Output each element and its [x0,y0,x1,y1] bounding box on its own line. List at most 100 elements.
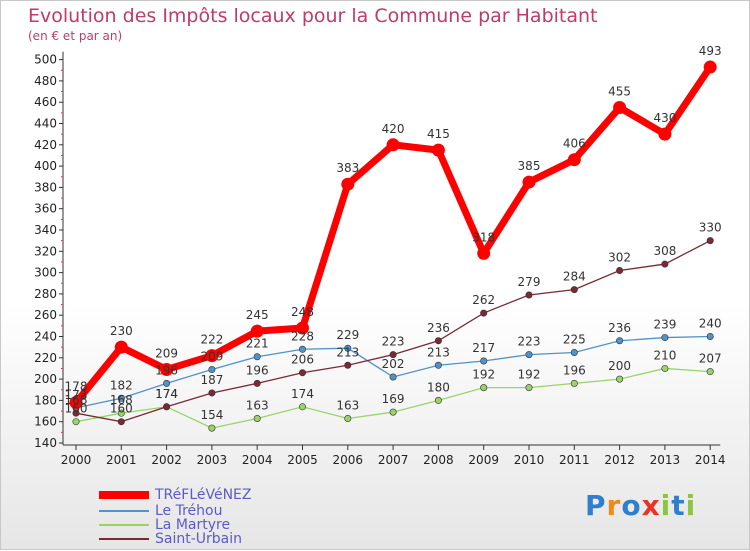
y-tick-label: 320 [34,244,57,258]
logo-letter: r [606,489,622,522]
chart-subtitle: (en € et par an) [28,29,123,43]
x-tick-label: 2005 [287,453,318,467]
legend-item-le-trehou: Le Tréhou [99,503,222,519]
data-label-saint-urbain: 308 [653,244,676,258]
data-point-treflevenez [250,324,264,338]
data-point-le-trehou [389,373,397,381]
data-label-treflevenez: 178 [65,380,88,394]
data-point-treflevenez [703,60,717,74]
x-tick-label: 2000 [61,453,92,467]
data-point-saint-urbain [616,266,624,274]
data-label-le-trehou: 217 [472,341,495,355]
chart-series [69,60,717,432]
data-label-la-martyre: 196 [563,363,586,377]
x-tick-label: 2006 [333,453,364,467]
y-tick-label: 300 [34,266,57,280]
data-label-treflevenez: 406 [563,137,586,151]
chart-data-labels: 173 182 196 209 221 228 229 202 213 217 223 225 236 2… [65,44,722,422]
y-tick-label: 380 [34,180,57,194]
x-tick-label: 2002 [151,453,182,467]
x-tick-label: 2011 [559,453,590,467]
y-tick-label: 280 [34,287,57,301]
data-label-la-martyre: 200 [608,359,631,373]
data-label-saint-urbain: 168 [65,393,88,407]
y-tick-label: 180 [34,393,57,407]
data-label-treflevenez: 420 [382,122,405,136]
data-label-la-martyre: 192 [472,368,495,382]
data-point-la-martyre [72,418,80,426]
data-label-saint-urbain: 206 [291,353,314,367]
data-label-treflevenez: 455 [608,85,631,99]
data-point-le-trehou [434,361,442,369]
legend-label: Le Tréhou [155,503,223,519]
data-label-treflevenez: 230 [110,324,133,338]
data-point-treflevenez [522,175,536,189]
legend-swatch [99,538,149,540]
data-point-treflevenez [160,363,174,377]
data-label-treflevenez: 385 [518,159,541,173]
data-point-treflevenez [69,396,83,410]
data-label-la-martyre: 160 [65,402,88,416]
data-label-treflevenez: 430 [653,111,676,125]
data-label-treflevenez: 415 [427,127,450,141]
logo-letter: i [660,489,672,522]
data-point-le-trehou [163,379,171,387]
data-point-le-trehou [706,332,714,340]
data-label-la-martyre: 210 [653,348,676,362]
legend-swatch [99,510,149,512]
data-label-treflevenez: 383 [336,161,359,175]
data-point-saint-urbain [163,403,171,411]
logo-letter: P [585,489,607,522]
legend-swatch [99,491,149,499]
data-point-treflevenez [431,143,445,157]
data-point-treflevenez [205,349,219,363]
data-point-la-martyre [298,403,306,411]
legend-swatch [99,524,149,526]
data-point-saint-urbain [344,361,352,369]
x-tick-label: 2010 [514,453,545,467]
logo-letter: i [685,489,697,522]
data-label-le-trehou: 225 [563,332,586,346]
y-tick-label: 480 [34,74,57,88]
data-point-le-trehou [344,344,352,352]
chart-axes: 140 160 180 200 220 240 260 280 300 320 340 360 380 4… [34,51,725,467]
data-point-treflevenez [658,127,672,141]
chart-title: Evolution des Impôts locaux pour la Comm… [28,5,598,27]
legend-item-saint-urbain: Saint-Urbain [99,531,242,547]
data-label-le-trehou: 213 [427,345,450,359]
data-label-le-trehou: 236 [608,321,631,335]
data-label-la-martyre: 192 [518,368,541,382]
x-tick-label: 2012 [604,453,635,467]
data-point-treflevenez [567,153,581,167]
data-label-la-martyre: 163 [336,399,359,413]
y-tick-label: 200 [34,372,57,386]
data-label-treflevenez: 222 [200,333,223,347]
data-point-la-martyre [434,396,442,404]
data-point-le-trehou [480,357,488,365]
logo-letter: o [621,489,642,522]
y-tick-label: 220 [34,351,57,365]
data-point-treflevenez [114,340,128,354]
data-point-la-martyre [389,408,397,416]
data-point-saint-urbain [525,291,533,299]
y-tick-label: 360 [34,202,57,216]
data-label-treflevenez: 318 [472,230,495,244]
y-tick-label: 400 [34,159,57,173]
data-point-treflevenez [613,101,627,115]
data-label-saint-urbain: 262 [472,293,495,307]
data-point-la-martyre [616,375,624,383]
data-label-saint-urbain: 187 [200,373,223,387]
data-label-saint-urbain: 174 [155,387,178,401]
data-label-la-martyre: 163 [246,399,269,413]
legend-label: La Martyre [155,517,231,533]
data-label-la-martyre: 168 [110,393,133,407]
y-tick-label: 260 [34,308,57,322]
y-tick-label: 420 [34,138,57,152]
data-point-treflevenez [477,246,491,260]
data-label-saint-urbain: 284 [563,270,586,284]
data-point-la-martyre [525,384,533,392]
data-label-le-trehou: 182 [110,378,133,392]
data-point-treflevenez [296,321,309,335]
legend-label: Saint-Urbain [155,531,243,547]
data-point-saint-urbain [706,237,714,245]
